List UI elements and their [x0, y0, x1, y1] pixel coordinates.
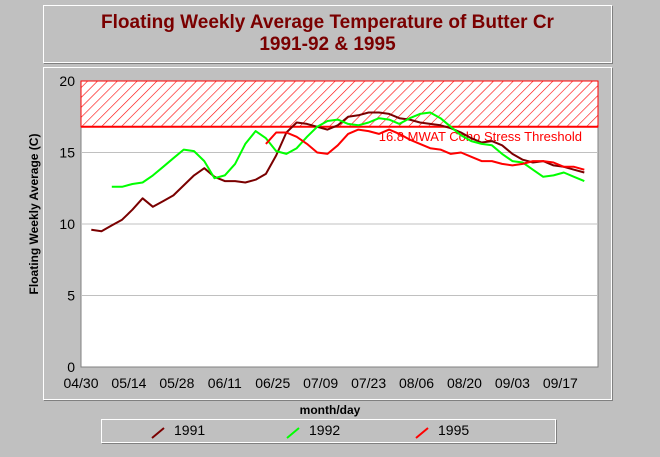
x-tick-label-05-14: 05/14: [111, 375, 146, 391]
series-line-1991: [91, 111, 585, 233]
x-tick-label-09-03: 09/03: [495, 375, 530, 391]
y-axis-label: Floating Weekly Average (C): [27, 133, 41, 295]
chart-title: Floating Weekly Average Temperature of B…: [101, 12, 554, 33]
legend-label-1992: 1992: [309, 422, 341, 438]
x-tick-label-08-06: 08/06: [399, 375, 434, 391]
y-tick-label-5: 5: [67, 288, 75, 304]
series-line-1992: [111, 111, 585, 188]
threshold-label: 16.8 MWAT Coho Stress Threshold: [379, 129, 582, 144]
chart-subtitle: 1991-92 & 1995: [259, 34, 396, 55]
legend-swatch-1991: [151, 427, 165, 439]
chart-title-box: Floating Weekly Average Temperature of B…: [43, 5, 612, 63]
legend-swatch-1992: [286, 427, 300, 439]
x-tick-label-06-11: 06/11: [208, 375, 242, 391]
x-tick-label-05-28: 05/28: [159, 375, 194, 391]
x-tick-label-07-09: 07/09: [303, 375, 338, 391]
x-tick-label-08-20: 08/20: [447, 375, 482, 391]
y-tick-label-10: 10: [59, 216, 75, 232]
x-axis-label: month/day: [299, 403, 361, 417]
legend-label-1995: 1995: [438, 422, 470, 438]
y-tick-label-0: 0: [67, 359, 75, 375]
x-tick-label-06-25: 06/25: [255, 375, 290, 391]
threshold-band: [80, 80, 599, 128]
legend-swatch-1995: [415, 427, 429, 439]
x-tick-label-09-17: 09/17: [543, 375, 578, 391]
x-tick-label-07-23: 07/23: [351, 375, 386, 391]
x-tick-label-04-30: 04/30: [63, 375, 98, 391]
y-tick-label-20: 20: [59, 73, 75, 89]
series-line-1995: [265, 128, 585, 171]
y-tick-label-15: 15: [59, 145, 75, 161]
legend-label-1991: 1991: [174, 422, 206, 438]
legend: 1991 1992 1995: [101, 419, 556, 443]
